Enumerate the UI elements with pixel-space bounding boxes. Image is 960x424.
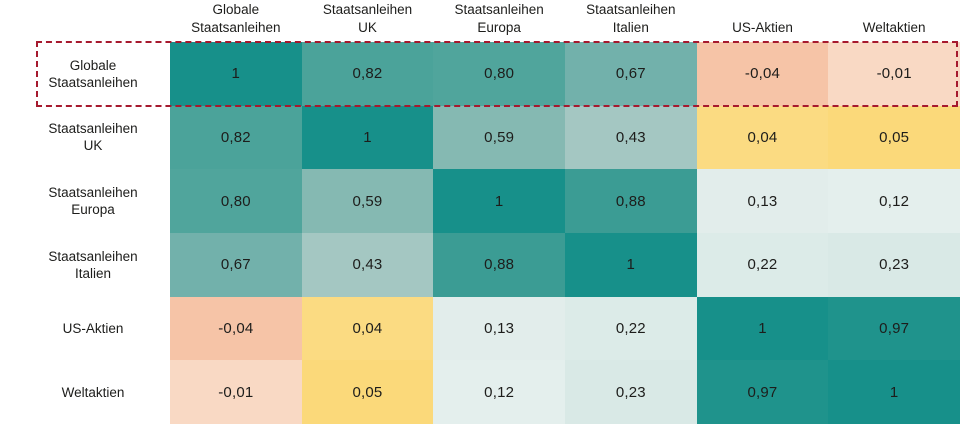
matrix-cell: 0,04 [696,105,829,170]
row-label: Weltaktien [0,360,170,424]
matrix-cell: 0,59 [301,169,434,233]
matrix-cell: 0,88 [433,233,565,297]
column-header: Globale Staatsanleihen [170,0,302,42]
column-header: Staatsanleihen Europa [433,0,565,42]
matrix-cell: 0,23 [828,233,960,297]
matrix-cell: 0,67 [565,42,697,106]
matrix-cell: 1 [301,105,434,170]
matrix-cell: 0,88 [565,169,697,233]
row-label: Globale Staatsanleihen [0,42,170,106]
matrix-cell: 0,43 [565,105,697,170]
matrix-cell: 0,67 [170,233,302,297]
matrix-corner-spacer [0,0,170,42]
column-header: Staatsanleihen UK [301,0,434,42]
matrix-cell: 0,82 [301,42,434,106]
matrix-cell: 0,82 [170,105,302,170]
matrix-cell: 0,22 [565,296,697,361]
matrix-cell: -0,01 [828,42,960,106]
matrix-cell: 1 [565,233,697,297]
matrix-cell: -0,04 [696,42,829,106]
matrix-cell: 0,22 [696,233,829,297]
matrix-cell: 0,80 [433,42,565,106]
matrix-cell: 0,59 [433,105,565,170]
matrix-cell: 0,13 [696,169,829,233]
matrix-cell: 1 [696,296,829,361]
matrix-cell: 0,43 [301,233,434,297]
matrix-cell: 0,12 [433,360,565,424]
column-header: Staatsanleihen Italien [565,0,697,42]
matrix-cell: 0,12 [828,169,960,233]
matrix-cell: 0,05 [301,360,434,424]
matrix-cell: 0,05 [828,105,960,170]
matrix-cell: 1 [170,42,302,106]
matrix-cell: 0,97 [828,296,960,361]
matrix-cell: 0,04 [301,296,434,361]
row-label: Staatsanleihen UK [0,105,170,170]
matrix-cell: -0,01 [170,360,302,424]
matrix-cell: 1 [828,360,960,424]
matrix-cell: 1 [433,169,565,233]
row-label: Staatsanleihen Europa [0,169,170,233]
column-header: US-Aktien [696,0,829,42]
matrix-cell: 0,97 [696,360,829,424]
row-label: Staatsanleihen Italien [0,233,170,297]
column-header: Weltaktien [828,0,960,42]
row-label: US-Aktien [0,296,170,361]
matrix-cell: -0,04 [170,296,302,361]
matrix-cell: 0,80 [170,169,302,233]
matrix-cell: 0,13 [433,296,565,361]
matrix-cell: 0,23 [565,360,697,424]
